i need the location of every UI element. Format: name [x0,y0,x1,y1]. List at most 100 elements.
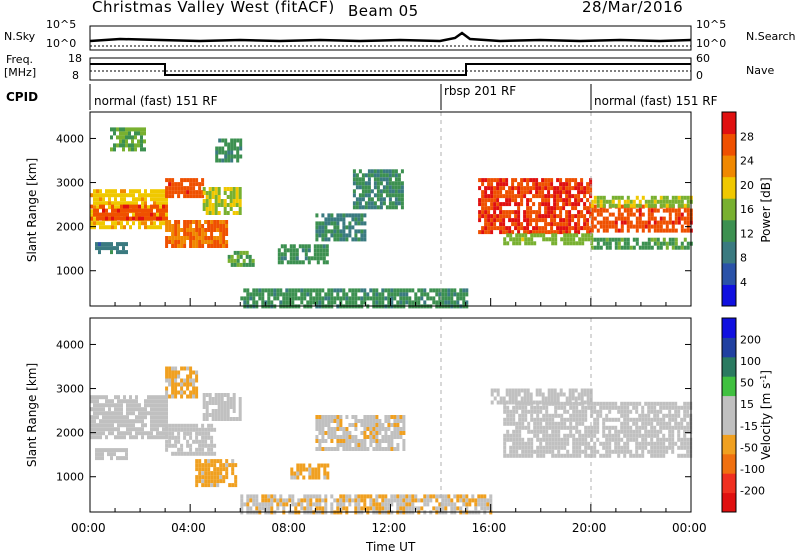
power-scatter-region [503,233,594,246]
cpid-panel [89,84,592,110]
colorbar-tick-label: 20 [740,179,754,192]
colorbar-tick-label: 28 [740,130,754,143]
time-tick-label: 00:00 [71,521,106,535]
beam-label: Beam 05 [348,2,419,20]
power-scatter-region [227,250,255,267]
colorbar-segment [722,155,736,178]
time-axis-label: Time UT [366,540,416,554]
noise-left-tick-bottom: 10^0 [46,37,77,50]
y-tick-label: 3000 [56,383,84,396]
colorbar-tick-label: 24 [740,155,754,168]
power-scatter-region [315,213,367,242]
noise-right-tick-top: 10^5 [696,18,727,31]
colorbar-tick-label: 200 [740,334,761,347]
power-panel: 1000 2000 3000 4000 [56,111,693,309]
nave-right-tick-top: 60 [696,52,710,65]
freq-left-tick-top: 18 [68,52,82,65]
noise-sky-label: N.Sky [4,30,36,43]
y-tick-label: 1000 [56,471,84,484]
velocity-scatter-region [490,388,593,405]
nave-right-tick-bottom: 0 [696,69,703,82]
y-tick-label: 2000 [56,221,84,234]
colorbar-tick-label: -15 [740,420,758,433]
velocity-colorbar-label: Velocity [m s-1] [759,370,774,460]
time-tick-label: 00:00 [672,521,707,535]
power-scatter-region [202,187,242,215]
power-scatter-region [590,237,693,250]
power-scatter-region [352,169,404,210]
colorbar-segment [722,284,736,307]
colorbar-segment [722,453,736,474]
colorbar-segment [722,473,736,494]
colorbar-segment [722,434,736,455]
colorbar-tick-label: -50 [740,441,758,454]
noise-search-label: N.Search [746,30,796,43]
power-scatter-region [95,242,128,255]
power-scatter-region [165,178,205,199]
colorbar-segment [722,219,736,242]
station-title: Christmas Valley West (fitACF) [92,0,335,16]
colorbar-segment [722,133,736,156]
colorbar-segment [722,262,736,285]
nave-label: Nave [746,64,775,77]
cpid-segment-3: normal (fast) 151 RF [594,94,718,108]
y-tick-label: 4000 [56,338,84,351]
colorbar-segment [722,376,736,397]
velocity-scatter-region [165,423,217,456]
velocity-scatter-region [165,366,199,399]
freq-label-line1: Freq. [6,53,34,66]
colorbar-tick-label: 100 [740,355,761,368]
time-tick-label: 16:00 [471,521,507,535]
power-scatter-region [590,195,693,208]
velocity-scatter-region [195,459,238,488]
colorbar-tick-label: 50 [740,377,754,390]
freq-label-line2: [MHz] [4,66,37,79]
velocity-colorbar: 200 100 50 15 -15 -50 -100 -200 [721,317,765,513]
colorbar-segment [722,337,736,358]
velocity-scatter-region [290,463,330,480]
velocity-scatter-region [95,448,128,461]
colorbar-segment [722,176,736,199]
date-label: 28/Mar/2016 [582,0,684,16]
time-tick-label: 04:00 [171,521,206,535]
colorbar-segment [722,356,736,377]
noise-right-tick-bottom: 10^0 [696,37,727,50]
power-colorbar: 4 8 12 16 20 24 28 [721,111,754,307]
power-y-axis-label: Slant Range [km] [25,158,39,262]
power-scatter-region [165,220,229,248]
colorbar-tick-label: -200 [740,484,765,497]
colorbar-tick-label: 15 [740,398,754,411]
y-tick-label: 2000 [56,427,84,440]
time-tick-label: 08:00 [271,521,306,535]
colorbar-segment [722,492,736,513]
colorbar-segment [722,198,736,221]
freq-left-tick-bottom: 8 [72,69,79,82]
colorbar-tick-label: 16 [740,203,754,216]
colorbar-segment [722,415,736,435]
power-scatter-region [90,204,168,221]
colorbar-segment [722,241,736,264]
colorbar-tick-label: 8 [740,252,747,265]
colorbar-tick-label: 12 [740,227,754,240]
cpid-segment-2: rbsp 201 RF [444,84,517,98]
velocity-scatter-region [315,415,406,451]
y-tick-label: 4000 [56,132,84,145]
colorbar-segment [722,318,736,338]
y-tick-label: 3000 [56,177,84,190]
frequency-trace [90,63,691,76]
velocity-scatter-region [202,393,242,421]
y-tick-label: 1000 [56,265,84,278]
noise-trace [89,31,692,43]
time-tick-label: 20:00 [571,521,607,535]
velocity-y-axis-label: Slant Range [km] [25,363,39,467]
noise-panel [89,25,692,51]
cpid-label: CPID [6,90,39,104]
velocity-panel: 1000 2000 3000 4000 [56,317,693,515]
noise-left-tick-top: 10^5 [46,18,77,31]
colorbar-tick-label: 4 [740,276,747,289]
colorbar-tick-label: -100 [740,463,765,476]
velocity-scatter-region [503,401,693,458]
frequency-panel [89,57,692,81]
power-scatter-region [215,138,243,163]
